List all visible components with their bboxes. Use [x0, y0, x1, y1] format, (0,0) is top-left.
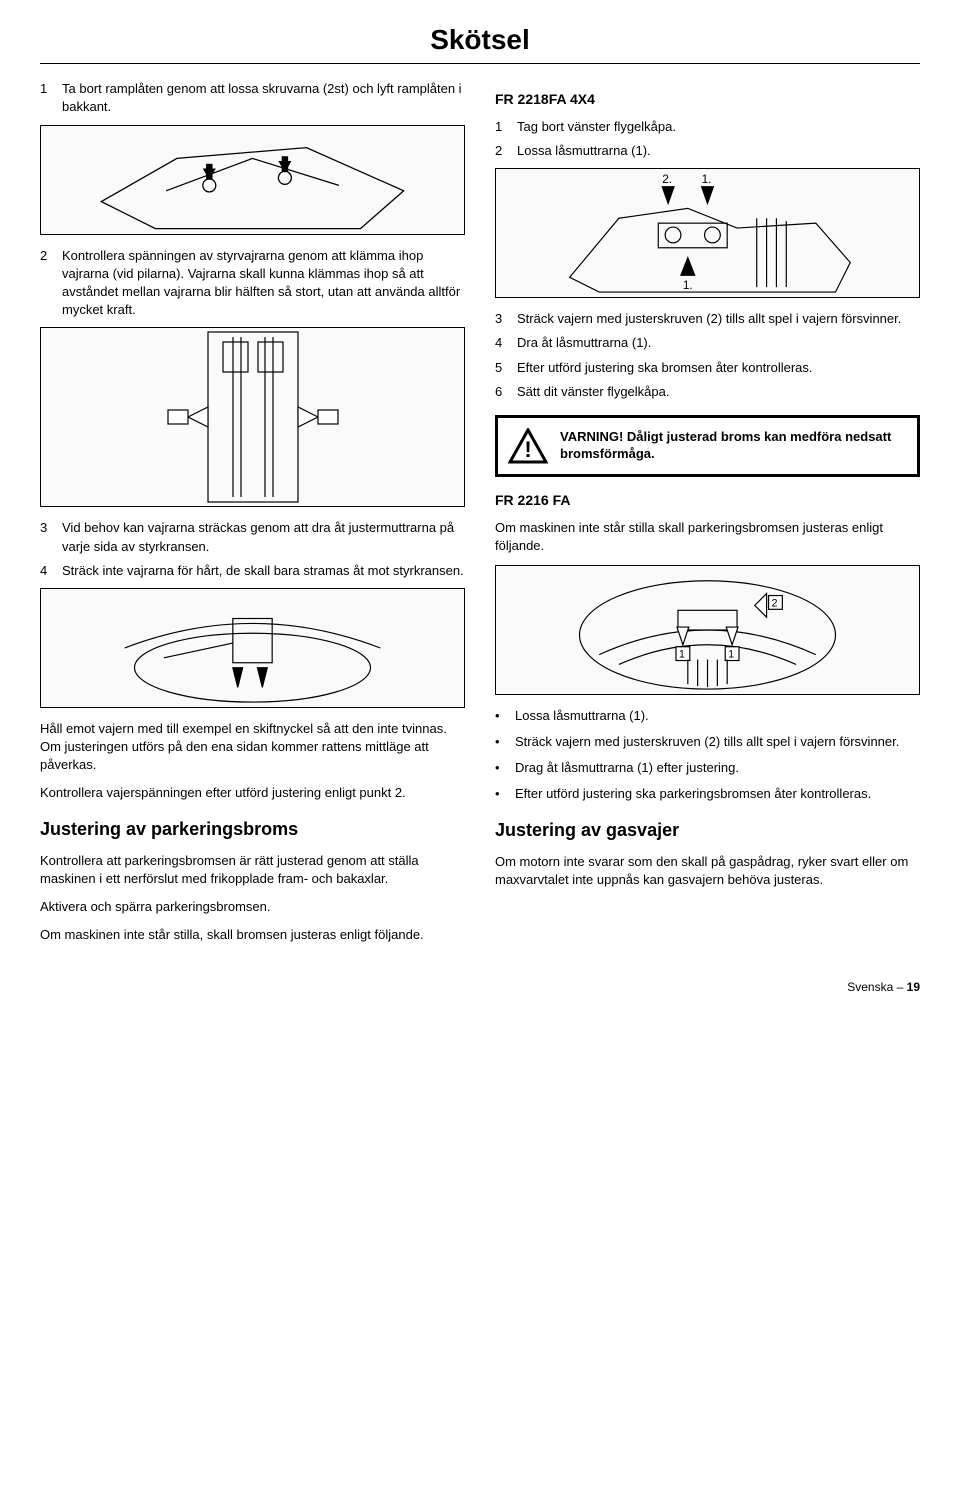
step-number: 1	[495, 118, 509, 136]
figure-left-2	[40, 327, 465, 507]
svg-text:!: !	[524, 437, 531, 462]
warning-text: VARNING! Dåligt justerad broms kan medfö…	[560, 428, 905, 463]
two-column-layout: 1 Ta bort ramplåten genom att lossa skru…	[40, 80, 920, 954]
paragraph: Om maskinen inte står stilla, skall brom…	[40, 926, 465, 944]
diagram-icon: 1 1 2	[496, 566, 919, 694]
bullet-text: Lossa låsmuttrarna (1).	[515, 707, 649, 725]
page-title: Skötsel	[40, 20, 920, 59]
list-item: 2 Kontrollera spänningen av styrvajrarna…	[40, 247, 465, 320]
heading-gasvajer: Justering av gasvajer	[495, 818, 920, 843]
svg-text:2.: 2.	[662, 172, 672, 186]
list-item: Drag åt låsmuttrarna (1) efter justering…	[495, 759, 920, 777]
step-number: 3	[495, 310, 509, 328]
step-text: Dra åt låsmuttrarna (1).	[517, 334, 651, 352]
paragraph: Håll emot vajern med till exempel en ski…	[40, 720, 465, 775]
figure-left-1	[40, 125, 465, 235]
paragraph: Om motorn inte svarar som den skall på g…	[495, 853, 920, 889]
left-steps-3-4: 3 Vid behov kan vajrarna sträckas genom …	[40, 519, 465, 580]
list-item: 6 Sätt dit vänster flygelkåpa.	[495, 383, 920, 401]
step-text: Sätt dit vänster flygelkåpa.	[517, 383, 669, 401]
heading-fr2216fa: FR 2216 FA	[495, 491, 920, 511]
step-number: 5	[495, 359, 509, 377]
right-steps-1-2: 1 Tag bort vänster flygelkåpa. 2 Lossa l…	[495, 118, 920, 160]
left-steps-1: 1 Ta bort ramplåten genom att lossa skru…	[40, 80, 465, 116]
step-number: 1	[40, 80, 54, 116]
bullet-text: Drag åt låsmuttrarna (1) efter justering…	[515, 759, 739, 777]
step-text: Kontrollera spänningen av styrvajrarna g…	[62, 247, 465, 320]
diagram-icon	[41, 126, 464, 234]
heading-fr2218fa: FR 2218FA 4X4	[495, 90, 920, 110]
footer-page-number: 19	[907, 980, 920, 994]
paragraph: Kontrollera att parkeringsbromsen är rät…	[40, 852, 465, 888]
list-item: Sträck vajern med justerskruven (2) till…	[495, 733, 920, 751]
step-number: 2	[495, 142, 509, 160]
right-steps-3-6: 3 Sträck vajern med justerskruven (2) ti…	[495, 310, 920, 401]
list-item: 3 Vid behov kan vajrarna sträckas genom …	[40, 519, 465, 555]
svg-text:1.: 1.	[683, 278, 693, 292]
step-text: Tag bort vänster flygelkåpa.	[517, 118, 676, 136]
step-number: 4	[495, 334, 509, 352]
left-steps-2: 2 Kontrollera spänningen av styrvajrarna…	[40, 247, 465, 320]
paragraph: Om maskinen inte står stilla skall parke…	[495, 519, 920, 555]
warning-icon: !	[508, 428, 548, 464]
title-rule	[40, 63, 920, 64]
step-number: 3	[40, 519, 54, 555]
page-footer: Svenska – 19	[40, 979, 920, 996]
step-text: Vid behov kan vajrarna sträckas genom at…	[62, 519, 465, 555]
diagram-icon	[153, 327, 353, 507]
step-text: Lossa låsmuttrarna (1).	[517, 142, 651, 160]
left-column: 1 Ta bort ramplåten genom att lossa skru…	[40, 80, 465, 954]
list-item: 4 Sträck inte vajrarna för hårt, de skal…	[40, 562, 465, 580]
paragraph: Kontrollera vajerspänningen efter utförd…	[40, 784, 465, 802]
right-bullets: Lossa låsmuttrarna (1). Sträck vajern me…	[495, 707, 920, 804]
figure-right-1: 2. 1. 1.	[495, 168, 920, 298]
list-item: Efter utförd justering ska parkeringsbro…	[495, 785, 920, 803]
footer-label: Svenska –	[847, 980, 903, 994]
list-item: Lossa låsmuttrarna (1).	[495, 707, 920, 725]
step-text: Sträck vajern med justerskruven (2) till…	[517, 310, 901, 328]
heading-parkeringsbroms: Justering av parkeringsbroms	[40, 817, 465, 842]
figure-left-3	[40, 588, 465, 708]
bullet-text: Efter utförd justering ska parkeringsbro…	[515, 785, 871, 803]
right-column: FR 2218FA 4X4 1 Tag bort vänster flygelk…	[495, 80, 920, 954]
svg-text:2: 2	[772, 597, 778, 609]
warning-box: ! VARNING! Dåligt justerad broms kan med…	[495, 415, 920, 477]
list-item: 2 Lossa låsmuttrarna (1).	[495, 142, 920, 160]
bullet-text: Sträck vajern med justerskruven (2) till…	[515, 733, 899, 751]
list-item: 1 Ta bort ramplåten genom att lossa skru…	[40, 80, 465, 116]
list-item: 4 Dra åt låsmuttrarna (1).	[495, 334, 920, 352]
svg-text:1: 1	[679, 648, 685, 660]
step-number: 2	[40, 247, 54, 320]
step-text: Efter utförd justering ska bromsen åter …	[517, 359, 813, 377]
diagram-icon	[41, 589, 464, 707]
step-text: Ta bort ramplåten genom att lossa skruva…	[62, 80, 465, 116]
svg-text:1.: 1.	[702, 172, 712, 186]
step-text: Sträck inte vajrarna för hårt, de skall …	[62, 562, 464, 580]
step-number: 4	[40, 562, 54, 580]
list-item: 1 Tag bort vänster flygelkåpa.	[495, 118, 920, 136]
step-number: 6	[495, 383, 509, 401]
svg-text:1: 1	[728, 648, 734, 660]
paragraph: Aktivera och spärra parkeringsbromsen.	[40, 898, 465, 916]
figure-right-2: 1 1 2	[495, 565, 920, 695]
list-item: 5 Efter utförd justering ska bromsen åte…	[495, 359, 920, 377]
diagram-icon: 2. 1. 1.	[496, 169, 919, 297]
list-item: 3 Sträck vajern med justerskruven (2) ti…	[495, 310, 920, 328]
